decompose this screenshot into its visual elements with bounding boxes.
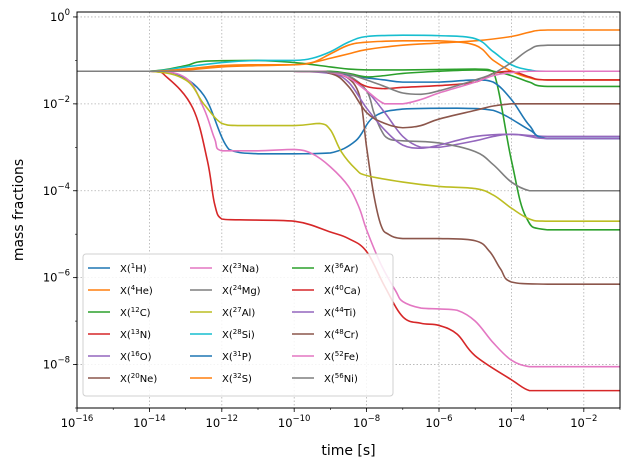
legend-box xyxy=(82,253,394,397)
legend-entry-mg24: X(24Mg) xyxy=(222,284,261,297)
series-line-ni56 xyxy=(76,44,620,96)
legend-entry-fe52: X(52Fe) xyxy=(324,350,359,363)
x-tick-label: 10−10 xyxy=(278,414,311,430)
legend-entry-ar36: X(36Ar) xyxy=(324,262,359,275)
legend-entry-ca40: X(40Ca) xyxy=(324,284,361,297)
y-tick-label: 10−4 xyxy=(43,182,70,198)
legend-entry-o16: X(16O) xyxy=(120,350,152,363)
x-tick-label: 10−16 xyxy=(61,414,94,430)
legend-entry-al27: X(27Al) xyxy=(222,306,255,319)
y-axis-label: mass fractions xyxy=(11,159,27,261)
series-line-n13 xyxy=(76,70,620,392)
series-line-mg24 xyxy=(76,70,620,192)
axis-ticks: 10−16 10−14 10−12 10−10 10−8 10−6 10−4 10−2 10−8… xyxy=(43,8,621,430)
plot-frame xyxy=(76,11,621,409)
x-tick-label: 10−12 xyxy=(206,414,239,430)
y-tick-label: 10−6 xyxy=(43,269,70,285)
legend-entry-si28: X(28Si) xyxy=(222,328,255,341)
legend: X(1H) X(4He) X(12C) X(13N) X(16O) X(20Ne) X(23… xyxy=(82,253,394,397)
x-tick-label: 10−4 xyxy=(498,414,525,430)
x-tick-label: 10−8 xyxy=(353,414,380,430)
series-line-al27 xyxy=(76,70,620,222)
x-axis-label: time [s] xyxy=(321,443,375,459)
y-tick-label: 100 xyxy=(50,8,70,24)
legend-entry-he4: X(4He) xyxy=(120,284,153,297)
legend-entry-c12: X(12C) xyxy=(120,306,151,319)
x-tick-label: 10−6 xyxy=(425,414,452,430)
series-line-he4 xyxy=(76,29,620,73)
series-line-na23 xyxy=(76,70,620,368)
legend-entry-ni56: X(56Ni) xyxy=(324,372,358,385)
legend-entry-ti44: X(44Ti) xyxy=(324,306,356,319)
legend-entry-s32: X(32S) xyxy=(222,372,252,385)
legend-entry-h1: X(1H) xyxy=(120,262,147,275)
x-tick-label: 10−14 xyxy=(133,414,166,430)
series-line-h1 xyxy=(76,70,620,155)
series-lines xyxy=(76,29,620,392)
legend-entry-n13: X(13N) xyxy=(120,328,151,341)
legend-entry-cr48: X(48Cr) xyxy=(324,328,359,341)
legend-entry-ne20: X(20Ne) xyxy=(120,372,157,385)
series-line-c12 xyxy=(76,59,620,231)
y-tick-label: 10−8 xyxy=(43,356,70,372)
x-tick-label: 10−2 xyxy=(570,414,597,430)
series-line-si28 xyxy=(76,34,620,73)
legend-entry-na23: X(23Na) xyxy=(222,262,259,275)
legend-entry-p31: X(31P) xyxy=(222,350,252,363)
y-tick-label: 10−2 xyxy=(43,95,70,111)
